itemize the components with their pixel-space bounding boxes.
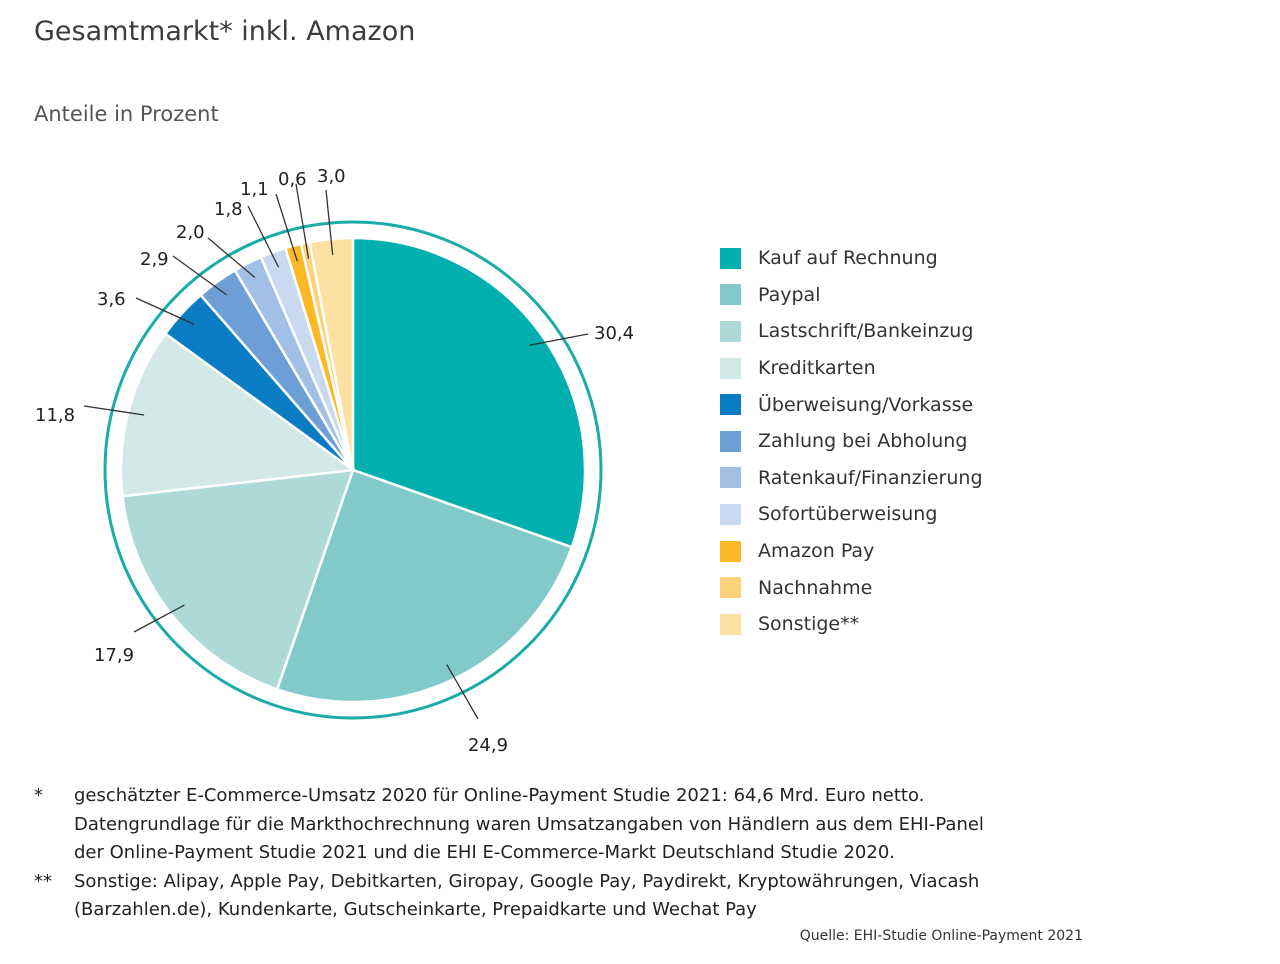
legend-item: Zahlung bei Abholung (720, 423, 983, 460)
legend-item: Nachnahme (720, 569, 983, 606)
data-label: 3,0 (317, 166, 346, 187)
pie-slice (275, 468, 574, 704)
legend-swatch (720, 357, 741, 379)
leader-line (446, 664, 479, 720)
footnote-line: Datengrundlage für die Markthochrechnung… (74, 813, 984, 835)
leader-line (247, 205, 280, 268)
footnote-line: Sonstige: Alipay, Apple Pay, Debitkarten… (74, 870, 980, 892)
legend-label: Zahlung bei Abholung (758, 430, 968, 453)
legend-label: Kreditkarten (758, 357, 876, 380)
data-label: 30,4 (594, 323, 634, 344)
legend-label: Ratenkauf/Finanzierung (758, 466, 983, 489)
legend-item: Amazon Pay (720, 533, 983, 570)
data-label: 17,9 (94, 645, 134, 666)
source-note: Quelle: EHI-Studie Online-Payment 2021 (799, 928, 1083, 944)
footnote: ** Sonstige: Alipay, Apple Pay, Debitkar… (34, 868, 984, 925)
chart-subtitle: Anteile in Prozent (34, 102, 219, 126)
legend-label: Lastschrift/Bankeinzug (758, 320, 974, 343)
chart-legend: Kauf auf Rechnung Paypal Lastschrift/Ban… (720, 240, 983, 643)
leader-line (207, 237, 256, 279)
pie-slice (121, 468, 355, 691)
leader-line (275, 193, 298, 262)
legend-label: Paypal (758, 283, 821, 306)
legend-swatch (720, 320, 741, 342)
legend-swatch (720, 503, 741, 525)
legend-swatch (720, 613, 741, 635)
legend-item: Sofortüberweisung (720, 496, 983, 533)
legend-label: Amazon Pay (758, 540, 875, 563)
legend-swatch (720, 467, 741, 489)
leader-line (325, 189, 334, 256)
leader-line (133, 604, 185, 633)
data-label: 2,0 (176, 222, 205, 243)
legend-swatch (720, 577, 741, 599)
legend-label: Sofortüberweisung (758, 503, 938, 526)
legend-label: Kauf auf Rechnung (758, 247, 938, 270)
leader-line (135, 297, 194, 325)
pie-chart: 30,4 24,9 17,9 11,8 3,6 2,9 2,0 1,81,1 0,6 3,0 (35, 166, 634, 756)
data-label: 24,9 (468, 735, 508, 756)
data-label: 1,8 (214, 199, 243, 220)
data-label: 1,1 (240, 179, 269, 200)
legend-label: Überweisung/Vorkasse (758, 393, 974, 416)
pie-slice (119, 331, 357, 498)
pie-slice (351, 236, 587, 549)
footnote-mark: ** (34, 870, 52, 892)
data-label: 11,8 (35, 405, 75, 426)
legend-swatch (720, 247, 741, 269)
footnote-line: (Barzahlen.de), Kundenkarte, Gutscheinka… (74, 899, 757, 920)
footnote-line: der Online-Payment Studie 2021 und die E… (74, 842, 896, 863)
leader-line (529, 333, 589, 346)
legend-swatch (720, 430, 741, 452)
footnotes: * geschätzter E-Commerce-Umsatz 2020 für… (34, 782, 984, 925)
chart-title: Gesamtmarkt* inkl. Amazon (34, 16, 416, 47)
legend-item: Ratenkauf/Finanzierung (720, 460, 983, 497)
legend-item: Paypal (720, 277, 983, 314)
legend-item: Sonstige** (720, 606, 983, 643)
data-label: 0,6 (278, 169, 307, 190)
legend-swatch (720, 540, 741, 562)
leader-line (295, 183, 310, 259)
leader-line (172, 255, 227, 296)
legend-label: Nachnahme (758, 576, 873, 599)
data-label: 2,9 (140, 249, 169, 270)
legend-swatch (720, 284, 741, 306)
legend-label: Sonstige** (758, 613, 860, 636)
legend-swatch (720, 394, 741, 416)
footnote-mark: * (34, 785, 43, 806)
data-label: 3,6 (97, 289, 126, 310)
legend-item: Überweisung/Vorkasse (720, 386, 983, 423)
legend-item: Lastschrift/Bankeinzug (720, 313, 983, 350)
legend-item: Kreditkarten (720, 350, 983, 387)
legend-item: Kauf auf Rechnung (720, 240, 983, 277)
leader-line (83, 405, 145, 416)
outer-ring (103, 220, 603, 720)
footnote-line: geschätzter E-Commerce-Umsatz 2020 für O… (74, 785, 925, 806)
footnote: * geschätzter E-Commerce-Umsatz 2020 für… (34, 782, 984, 868)
